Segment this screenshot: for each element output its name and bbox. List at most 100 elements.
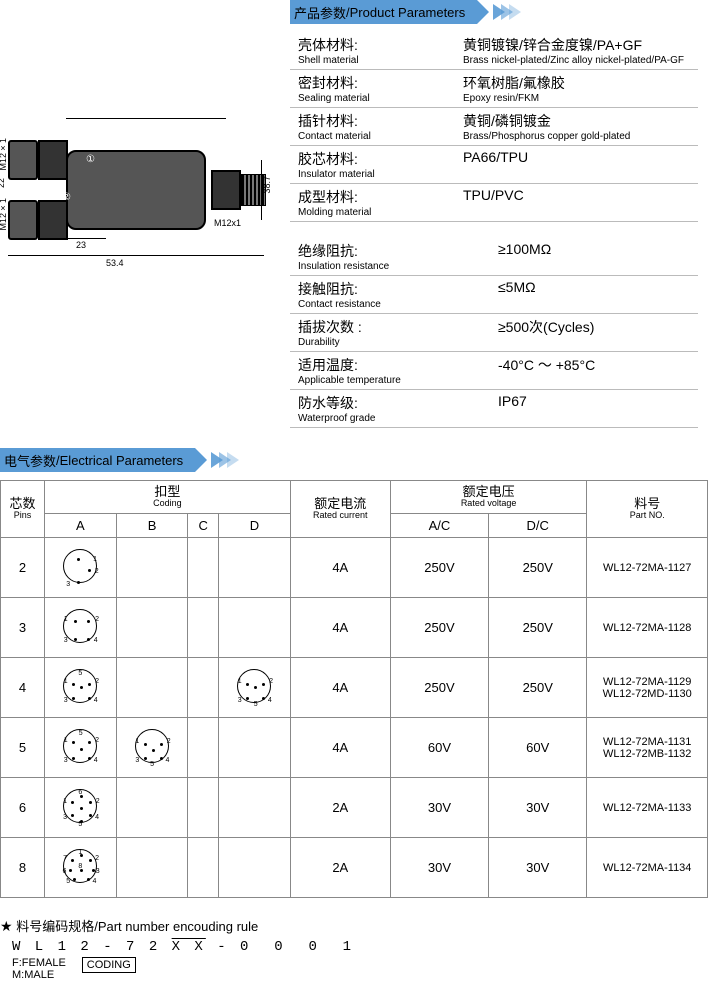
header-en: Product Parameters: [350, 5, 466, 20]
table-row: 3 1234 4A 250V 250V WL12-72MA-1128: [1, 598, 708, 658]
table-row: 6 123456 2A 30V 30V WL12-72MA-1133: [1, 778, 708, 838]
param-value: 环氧树脂/氟橡胶Epoxy resin/FKM: [463, 73, 698, 104]
cell-current: 4A: [290, 718, 390, 778]
param-value: TPU/PVC: [463, 187, 698, 218]
cell-partno: WL12-72MA-1127: [587, 538, 708, 598]
col-part-cn: 料号: [634, 496, 660, 511]
cell-partno: WL12-72MA-1134: [587, 838, 708, 898]
param-row: 壳体材料:Shell material黄铜镀镍/锌合金度镍/PA+GFBrass…: [290, 32, 698, 70]
cell-current: 2A: [290, 778, 390, 838]
param-row: 成型材料:Molding materialTPU/PVC: [290, 184, 698, 222]
param-row: 接触阻抗:Contact resistance≤5MΩ: [290, 276, 698, 314]
footer-encoding-rule: ★ 料号编码规格/Part number encouding rule W L …: [0, 916, 708, 981]
pin-diagram-icon: 12345: [63, 669, 97, 703]
cell-coding-b: 12345: [116, 718, 188, 778]
cell-coding-a: 12345: [45, 658, 117, 718]
pin-diagram-icon: 12345678: [63, 849, 97, 883]
cell-partno: WL12-72MA-1131WL12-72MB-1132: [587, 718, 708, 778]
col-pins-cn: 芯数: [9, 496, 35, 511]
dim-23: 23: [76, 240, 86, 250]
legend-male: M:MALE: [12, 969, 66, 981]
header-en: Electrical Parameters: [60, 453, 184, 468]
cell-partno: WL12-72MA-1133: [587, 778, 708, 838]
cell-coding-b: [116, 538, 188, 598]
chevron-icon: [215, 452, 239, 468]
electrical-params-header: 电气参数/Electrical Parameters: [0, 448, 708, 472]
cell-current: 4A: [290, 658, 390, 718]
cell-coding-b: [116, 598, 188, 658]
rule-cn: 料号编码规格: [16, 919, 94, 934]
cell-coding-c: [188, 538, 219, 598]
col-voltage-cn: 额定电压: [463, 484, 515, 499]
cell-coding-a: 123456: [45, 778, 117, 838]
param-label: 防水等级:Waterproof grade: [298, 393, 498, 424]
cell-coding-d: [219, 778, 291, 838]
right-connector: [211, 170, 266, 210]
col-part-en: Part NO.: [591, 511, 703, 521]
cell-coding-a: 123: [45, 538, 117, 598]
cell-pins: 8: [1, 838, 45, 898]
cell-current: 4A: [290, 538, 390, 598]
cell-coding-c: [188, 598, 219, 658]
header-cn: 电气参数: [4, 451, 56, 470]
param-row: 胶芯材料:Insulator materialPA66/TPU: [290, 146, 698, 184]
cell-partno: WL12-72MA-1129WL12-72MD-1130: [587, 658, 708, 718]
cell-dc: 60V: [489, 718, 587, 778]
chevron-icon: [497, 4, 521, 20]
cell-coding-d: [219, 538, 291, 598]
rule-en: Part number encouding rule: [98, 919, 258, 934]
col-pins-en: Pins: [5, 511, 40, 521]
pin-diagram-icon: 12345: [237, 669, 271, 703]
cell-coding-d: 12345: [219, 658, 291, 718]
cell-coding-d: [219, 718, 291, 778]
param-value: ≥500次(Cycles): [498, 317, 698, 348]
param-row: 绝缘阻抗:Insulation resistance≥100MΩ: [290, 238, 698, 276]
col-current-cn: 额定电流: [314, 496, 366, 511]
connector-body: ① ②: [66, 150, 206, 230]
part-number-pattern: W L 1 2 - 7 2 X X - 0 0 0 1: [12, 939, 708, 955]
cell-coding-c: [188, 718, 219, 778]
param-label: 密封材料:Sealing material: [298, 73, 463, 104]
param-value: 黄铜镀镍/锌合金度镍/PA+GFBrass nickel-plated/Zinc…: [463, 35, 698, 66]
param-label: 胶芯材料:Insulator material: [298, 149, 463, 180]
cell-ac: 250V: [390, 538, 488, 598]
param-value: ≤5MΩ: [498, 279, 698, 310]
param-label: 插拔次数 :Durability: [298, 317, 498, 348]
pin-diagram-icon: 1234: [63, 609, 97, 643]
cell-coding-a: 12345: [45, 718, 117, 778]
dim-22: 22: [0, 178, 6, 188]
cell-coding-b: [116, 838, 188, 898]
pin-diagram-icon: 12345: [63, 729, 97, 763]
table-row: 2 123 4A 250V 250V WL12-72MA-1127: [1, 538, 708, 598]
param-row: 防水等级:Waterproof gradeIP67: [290, 390, 698, 428]
pin-diagram-icon: 123456: [63, 789, 97, 823]
left-connector-bottom: [8, 200, 68, 240]
cell-ac: 250V: [390, 598, 488, 658]
table-row: 5 12345 12345 4A 60V 60V WL12-72MA-1131W…: [1, 718, 708, 778]
cell-coding-b: [116, 778, 188, 838]
param-row: 密封材料:Sealing material环氧树脂/氟橡胶Epoxy resin…: [290, 70, 698, 108]
param-row: 插针材料:Contact material黄铜/磷铜镀金Brass/Phosph…: [290, 108, 698, 146]
cell-current: 4A: [290, 598, 390, 658]
cell-coding-d: [219, 838, 291, 898]
dim-m12-right: M12x1: [214, 218, 241, 228]
left-connector-top: [8, 140, 68, 180]
header-cn: 产品参数: [294, 3, 346, 22]
dim-534: 53.4: [106, 258, 124, 268]
cell-pins: 6: [1, 778, 45, 838]
product-params-header: 产品参数/Product Parameters: [290, 0, 698, 24]
param-value: IP67: [498, 393, 698, 424]
technical-drawing: ① ② M12×1 M12×1 22 23 53.4 38.7 M12x1: [6, 110, 266, 270]
cell-ac: 60V: [390, 718, 488, 778]
cell-pins: 4: [1, 658, 45, 718]
cell-dc: 250V: [489, 598, 587, 658]
cell-dc: 30V: [489, 838, 587, 898]
cell-coding-a: 12345678: [45, 838, 117, 898]
param-row: 插拔次数 :Durability≥500次(Cycles): [290, 314, 698, 352]
param-value: -40°C ～ +85°C: [498, 355, 698, 386]
col-c: C: [188, 514, 219, 538]
cell-dc: 250V: [489, 658, 587, 718]
cell-pins: 2: [1, 538, 45, 598]
col-d: D: [219, 514, 291, 538]
table-row: 8 12345678 2A 30V 30V WL12-72MA-1134: [1, 838, 708, 898]
